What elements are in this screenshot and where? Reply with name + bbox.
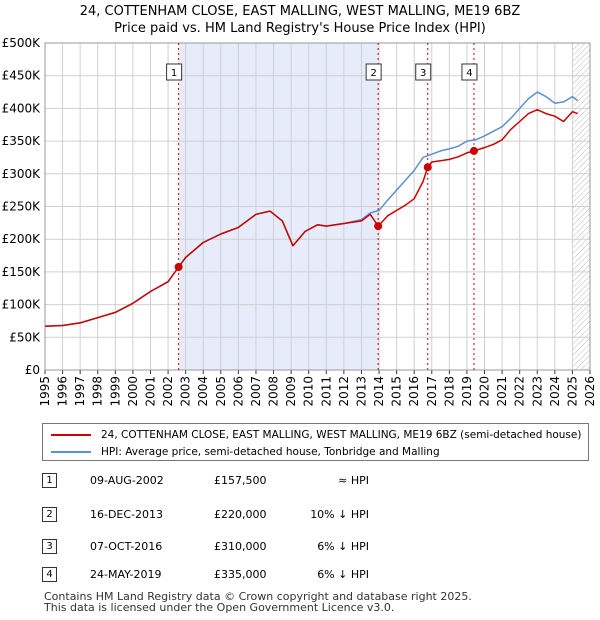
transaction-marker [469, 146, 478, 155]
transaction-marker [423, 163, 432, 172]
transaction-badge-label: 3 [420, 68, 426, 79]
transaction-price: £220,000 [214, 508, 267, 521]
x-tick-label: 1996 [56, 376, 70, 407]
x-tick-label: 2010 [302, 376, 316, 407]
chart-legend: 24, COTTENHAM CLOSE, EAST MALLING, WEST … [42, 423, 589, 461]
transaction-badge: 4 [42, 567, 57, 582]
y-tick-label: £250K [2, 200, 42, 214]
transaction-date: 24-MAY-2019 [90, 568, 162, 581]
y-tick-label: £0 [25, 363, 40, 377]
x-tick-label: 2003 [179, 376, 193, 407]
transaction-price: £157,500 [214, 474, 267, 487]
y-tick-label: £200K [2, 232, 42, 246]
x-tick-label: 2025 [565, 376, 579, 407]
transaction-marker [174, 262, 183, 271]
x-tick-label: 2022 [513, 376, 527, 407]
y-tick-label: £500K [2, 36, 42, 50]
y-tick-label: £400K [2, 101, 42, 115]
x-tick-label: 2008 [267, 376, 281, 407]
x-tick-label: 1997 [73, 376, 87, 407]
legend-swatch-blue [51, 451, 91, 453]
transaction-marker [374, 222, 383, 231]
price-chart: £0 £50K £100K £150K £200K £250K £300K £350K £400… [2, 36, 597, 407]
x-tick-label: 2019 [460, 376, 474, 407]
x-tick-label: 2017 [425, 376, 439, 407]
x-tick-label: 2016 [407, 376, 421, 407]
transaction-hpi: 10% ↓ HPI [310, 508, 369, 521]
table-row: 2 16-DEC-2013 £220,000 10% ↓ HPI [42, 506, 562, 526]
x-tick-label: 2005 [214, 376, 228, 407]
transaction-badge [461, 63, 478, 81]
transaction-hpi: 6% ↓ HPI [317, 540, 369, 553]
transaction-date: 16-DEC-2013 [90, 508, 164, 521]
legend-label-hpi: HPI: Average price, semi-detached house,… [101, 446, 440, 458]
x-tick-label: 1995 [38, 376, 52, 407]
x-tick-label: 2024 [548, 376, 562, 407]
x-tick-label: 2011 [319, 376, 333, 407]
x-tick-label: 2023 [530, 376, 544, 407]
x-tick-label: 2018 [442, 376, 456, 407]
transaction-badge: 1 [42, 473, 57, 488]
transaction-badge: 2 [42, 507, 57, 522]
y-tick-label: £300K [2, 167, 42, 181]
footer-copyright: Contains HM Land Registry data © Crown c… [44, 590, 472, 603]
x-tick-label: 2014 [372, 376, 386, 407]
chart-title: 24, COTTENHAM CLOSE, EAST MALLING, WEST … [79, 4, 521, 19]
transaction-badge-label: 4 [466, 68, 472, 79]
x-tick-label: 2007 [249, 376, 263, 407]
transaction-hpi: 6% ↓ HPI [317, 568, 369, 581]
x-tick-label: 2002 [161, 376, 175, 407]
legend-item-hpi: HPI: Average price, semi-detached house,… [51, 444, 440, 460]
transaction-badge [166, 63, 183, 81]
y-tick-label: £50K [9, 330, 41, 344]
transaction-badge: 3 [42, 539, 57, 554]
y-tick-label: £350K [2, 134, 42, 148]
transaction-hpi: ≈ HPI [338, 474, 369, 487]
x-tick-label: 2004 [196, 376, 210, 407]
x-tick-label: 2013 [354, 376, 368, 407]
x-tick-label: 2026 [583, 376, 597, 407]
x-tick-label: 2012 [337, 376, 351, 407]
y-tick-label: £100K [2, 298, 42, 312]
legend-label-property: 24, COTTENHAM CLOSE, EAST MALLING, WEST … [101, 429, 582, 441]
legend-item-property: 24, COTTENHAM CLOSE, EAST MALLING, WEST … [51, 427, 581, 443]
x-tick-label: 2006 [231, 376, 245, 407]
transaction-date: 07-OCT-2016 [90, 540, 163, 553]
transaction-badge-label: 1 [171, 68, 177, 79]
legend-swatch-red [51, 434, 91, 436]
x-tick-label: 2015 [390, 376, 404, 407]
x-tick-label: 2020 [478, 376, 492, 407]
transaction-badge [365, 63, 382, 81]
x-tick-label: 1998 [91, 376, 105, 407]
x-tick-label: 2000 [126, 376, 140, 407]
y-tick-label: £150K [2, 265, 42, 279]
transaction-price: £335,000 [214, 568, 267, 581]
x-tick-label: 2009 [284, 376, 298, 407]
transaction-badge [415, 63, 432, 81]
table-row: 4 24-MAY-2019 £335,000 6% ↓ HPI [42, 566, 562, 586]
chart-subtitle: Price paid vs. HM Land Registry's House … [114, 21, 486, 36]
footer-license: This data is licensed under the Open Gov… [44, 601, 395, 614]
y-tick-label: £450K [2, 69, 42, 83]
x-tick-label: 1999 [108, 376, 122, 407]
transaction-price: £310,000 [214, 540, 267, 553]
x-tick-label: 2001 [143, 376, 157, 407]
transaction-badge-label: 2 [370, 68, 376, 79]
transaction-date: 09-AUG-2002 [90, 474, 164, 487]
plot-frame [44, 42, 591, 371]
table-row: 1 09-AUG-2002 £157,500 ≈ HPI [42, 472, 562, 492]
x-tick-label: 2021 [495, 376, 509, 407]
table-row: 3 07-OCT-2016 £310,000 6% ↓ HPI [42, 538, 562, 558]
